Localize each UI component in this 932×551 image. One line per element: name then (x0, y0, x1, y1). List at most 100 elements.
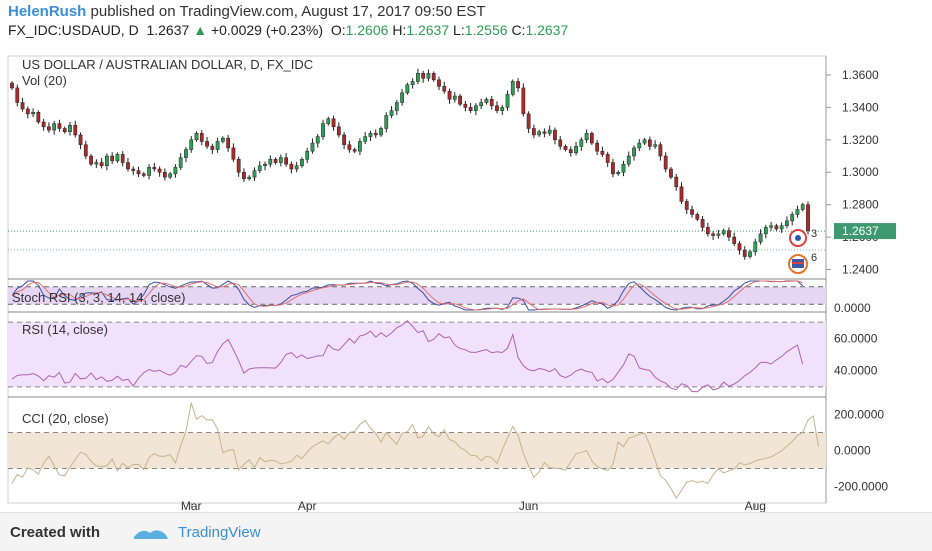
candle-body (653, 144, 657, 147)
candle-body (384, 115, 389, 129)
published-text: published on TradingView.com, August 17,… (90, 3, 486, 20)
candle-body (226, 137, 231, 149)
candle-body (347, 144, 352, 150)
candle-body (57, 123, 62, 129)
candle-body (163, 171, 167, 178)
candle-body (669, 168, 673, 178)
candle-body (426, 73, 431, 79)
candle-body (157, 168, 162, 173)
event-dot-icon (795, 235, 801, 241)
cci-line (11, 401, 819, 500)
candle-body (421, 73, 426, 79)
event-marker-earnings[interactable]: 3 (789, 228, 817, 247)
candle-body (763, 227, 768, 235)
candle-body (785, 220, 789, 226)
candle-body (215, 141, 220, 150)
symbol-text: FX_IDC:USDAUD, D (8, 22, 139, 38)
candle-body (563, 146, 568, 150)
price-tick-label: 1.2400 (842, 263, 879, 277)
stoch-rsi-label: Stoch RSI (3, 3, 14, 14, close) (12, 290, 185, 305)
candle-body (547, 129, 552, 134)
candle-body (126, 162, 130, 170)
candle-body (268, 159, 273, 165)
candle-body (500, 107, 505, 111)
candle-body (584, 133, 589, 141)
price-axis-ticks: 1.36001.34001.32001.30001.28001.26001.24… (826, 68, 879, 277)
chart-title: US DOLLAR / AUSTRALIAN DOLLAR, D, FX_IDC (22, 57, 313, 72)
candle-body (479, 102, 484, 107)
candle-body (336, 126, 341, 136)
event-count-6: 6 (811, 252, 817, 264)
candle-body (679, 186, 684, 202)
candle-body (173, 167, 178, 175)
candle-body (510, 81, 515, 95)
candle-body (621, 163, 626, 173)
tradingview-brand[interactable]: TradingView (178, 524, 261, 541)
candle-body (431, 73, 436, 81)
candle-body (447, 90, 452, 100)
candle-body (394, 102, 399, 111)
candle-body (147, 167, 151, 176)
candle-body (400, 92, 404, 103)
rsi-label: RSI (14, close) (22, 322, 108, 337)
cci-tick-0: 0.0000 (834, 444, 871, 458)
price-tick-label: 1.2800 (842, 198, 879, 212)
author-name[interactable]: HelenRush (8, 3, 87, 20)
candle-body (199, 133, 204, 142)
candle-body (205, 141, 209, 147)
candle-body (705, 227, 710, 235)
price-badge-bg (834, 223, 896, 240)
stoch-k-line (11, 280, 804, 311)
candle-body (342, 134, 346, 145)
candle-body (31, 112, 35, 115)
close-label: C: (511, 22, 526, 38)
candle-body (700, 219, 705, 228)
candle-body (605, 154, 610, 163)
candle-body (505, 94, 510, 108)
candle-body (458, 95, 462, 105)
candle-body (526, 113, 531, 129)
cci-tick-200: 200.0000 (834, 407, 884, 421)
candle-body (484, 99, 489, 103)
cci-label: CCI (20, close) (22, 411, 109, 426)
candle-body (553, 129, 557, 141)
candle-body (589, 133, 594, 144)
chart-area[interactable]: Stoch RSI (3, 3, 14, 14, close) 0.0000 R… (0, 48, 932, 512)
open-label: O: (330, 22, 346, 38)
candle-body (78, 134, 83, 145)
candle-body (748, 251, 752, 257)
candle-body (732, 236, 737, 244)
candle-body (632, 147, 636, 157)
candle-body (463, 103, 468, 108)
candle-body (579, 139, 584, 147)
candle-body (41, 121, 46, 128)
time-axis: Mar Apr Jun Aug (181, 499, 766, 512)
candle-body (257, 165, 262, 171)
event-marker-flag[interactable]: 6 (788, 252, 817, 274)
stoch-d-line (11, 280, 803, 311)
tradingview-logo-icon (134, 530, 168, 539)
current-price-badge: 1.2637 (834, 223, 896, 240)
time-tick-label: Mar (181, 499, 202, 512)
candle-body (769, 225, 773, 228)
candle-body (674, 176, 679, 188)
time-tick-label: Aug (745, 499, 766, 512)
candle-body (637, 142, 642, 149)
candle-body (189, 139, 194, 150)
event-count-3: 3 (811, 228, 817, 240)
rsi-tick-60: 60.0000 (834, 331, 878, 345)
candle-body (537, 131, 542, 136)
price-tick-label: 1.3600 (842, 68, 879, 82)
candle-body (779, 225, 784, 230)
candle-body (611, 162, 615, 175)
open-value: 1.2606 (345, 22, 389, 38)
candle-body (352, 149, 357, 152)
candle-body (616, 171, 621, 175)
created-with-text: Created with (10, 524, 101, 541)
candle-body (363, 136, 368, 142)
candle-body (194, 133, 199, 141)
candle-body (658, 144, 663, 157)
candle-body (373, 133, 378, 136)
stoch-band-fill (8, 286, 826, 305)
price-badge-text: 1.2637 (842, 224, 879, 238)
